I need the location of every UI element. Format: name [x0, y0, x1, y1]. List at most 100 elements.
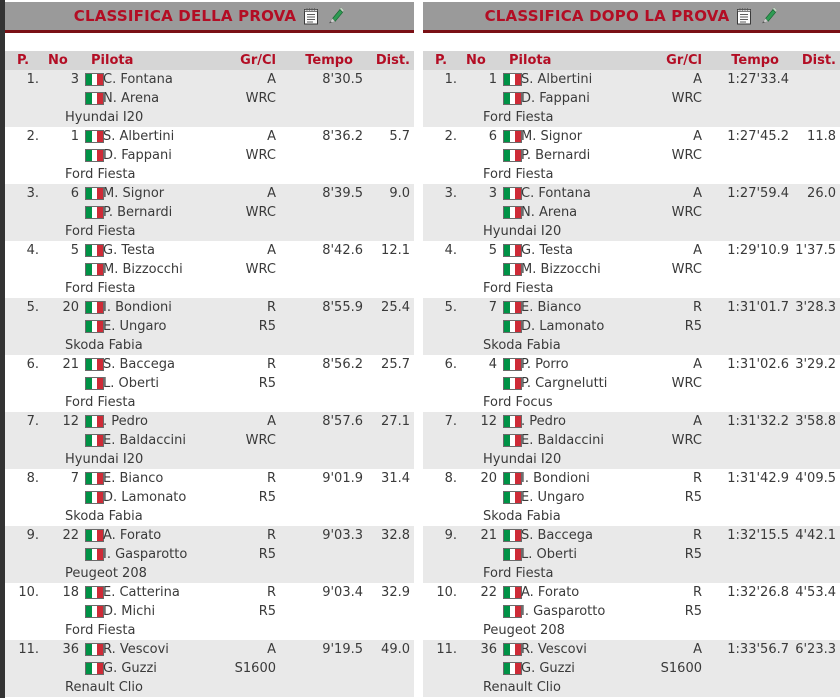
codriver-name: G. Guzzi — [521, 661, 575, 676]
italy-flag-icon — [79, 642, 104, 657]
group-cell: A — [693, 414, 702, 429]
italy-flag-icon — [497, 642, 522, 657]
driver-name: P. Porro — [521, 357, 569, 372]
car-number-cell: 36 — [480, 642, 497, 657]
car-number-cell: 12 — [62, 414, 79, 429]
codriver-name: M. Bizzocchi — [103, 262, 183, 277]
italy-flag-icon — [79, 243, 104, 258]
overall-title: CLASSIFICA DOPO LA PROVA — [484, 7, 730, 25]
gap-cell: 4'09.5 — [795, 471, 836, 486]
pen-icon[interactable] — [759, 7, 778, 26]
position-cell: 9. — [444, 528, 457, 543]
notepad-icon[interactable] — [737, 7, 752, 26]
col-header-tempo: Tempo — [305, 53, 353, 68]
italy-flag-icon — [497, 585, 522, 600]
driver-name: S. Albertini — [521, 72, 593, 87]
group-cell: A — [693, 642, 702, 657]
class-cell: WRC — [671, 262, 702, 277]
car-line: Ford Fiesta — [5, 279, 414, 298]
car-line: Ford Fiesta — [423, 165, 840, 184]
position-cell: 2. — [444, 129, 457, 144]
codriver-name: D. Fappani — [103, 148, 172, 163]
gap-cell: 32.9 — [381, 585, 410, 600]
group-cell: R — [692, 300, 702, 315]
car-number-cell: 5 — [488, 243, 497, 258]
position-cell: 7. — [444, 414, 457, 429]
car-line: Ford Fiesta — [423, 108, 840, 127]
pen-icon[interactable] — [326, 7, 345, 26]
italy-flag-icon — [497, 547, 522, 562]
car-number-cell: 7 — [488, 300, 497, 315]
car-name: Hyundai I20 — [483, 224, 562, 239]
time-cell: 1:27'45.2 — [727, 129, 789, 144]
gap-cell: 3'28.3 — [795, 300, 836, 315]
group-cell: A — [267, 129, 276, 144]
italy-flag-icon — [497, 376, 522, 391]
driver-name: R. Vescovi — [521, 642, 587, 657]
group-cell: R — [266, 357, 276, 372]
car-line: Peugeot 208 — [423, 621, 840, 640]
class-cell: R5 — [684, 547, 702, 562]
driver-name: G. Testa — [521, 243, 573, 258]
italy-flag-icon — [497, 186, 522, 201]
position-cell: 5. — [26, 300, 39, 315]
car-name: Ford Fiesta — [483, 167, 554, 182]
position-cell: 8. — [26, 471, 39, 486]
stage-rows: 1. 3 C. Fontana A 8'30.5 N. Arena WRC Hy… — [5, 70, 414, 697]
driver-line: 5. 7 E. Bianco R 1:31'01.7 3'28.3 — [423, 298, 840, 317]
result-row: 1. 1 S. Albertini A 1:27'33.4 D. Fappani… — [423, 70, 840, 127]
italy-flag-icon — [79, 91, 104, 106]
italy-flag-icon — [497, 414, 522, 429]
driver-line: 10. 22 A. Forato R 1:32'26.8 4'53.4 — [423, 583, 840, 602]
italy-flag-icon — [79, 490, 104, 505]
driver-name: S. Baccega — [103, 357, 175, 372]
driver-name: G. Testa — [103, 243, 155, 258]
result-row: 9. 22 A. Forato R 9'03.3 32.8 I. Gasparo… — [5, 526, 414, 583]
group-cell: R — [692, 471, 702, 486]
codriver-name: P. Bernardi — [521, 148, 591, 163]
col-header-grcl: Gr/Cl — [240, 53, 276, 68]
class-cell: WRC — [245, 262, 276, 277]
codriver-name: E. Ungaro — [521, 490, 585, 505]
col-header-pilot: Pilota — [509, 53, 552, 68]
italy-flag-icon — [497, 262, 522, 277]
italy-flag-icon — [79, 262, 104, 277]
driver-line: 9. 22 A. Forato R 9'03.3 32.8 — [5, 526, 414, 545]
codriver-name: D. Lamonato — [103, 490, 187, 505]
car-line: Hyundai I20 — [5, 108, 414, 127]
group-cell: A — [693, 129, 702, 144]
car-name: Skoda Fabia — [65, 509, 143, 524]
class-cell: WRC — [245, 205, 276, 220]
result-row: 8. 7 E. Bianco R 9'01.9 31.4 D. Lamonato… — [5, 469, 414, 526]
result-row: 9. 21 S. Baccega R 1:32'15.5 4'42.1 L. O… — [423, 526, 840, 583]
driver-line: 8. 7 E. Bianco R 9'01.9 31.4 — [5, 469, 414, 488]
car-line: Skoda Fabia — [423, 336, 840, 355]
car-name: Ford Fiesta — [483, 110, 554, 125]
codriver-name: N. Arena — [521, 205, 578, 220]
group-cell: R — [266, 585, 276, 600]
italy-flag-icon — [79, 661, 104, 676]
car-line: Hyundai I20 — [5, 450, 414, 469]
car-number-cell: 6 — [70, 186, 79, 201]
codriver-line: L. Oberti R5 — [5, 374, 414, 393]
codriver-name: P. Bernardi — [103, 205, 173, 220]
codriver-name: D. Fappani — [521, 91, 590, 106]
driver-name: I. Bondioni — [103, 300, 172, 315]
codriver-name: D. Michi — [103, 604, 156, 619]
italy-flag-icon — [79, 604, 104, 619]
gap-cell: 3'29.2 — [795, 357, 836, 372]
car-name: Ford Fiesta — [65, 224, 136, 239]
codriver-name: E. Baldaccini — [521, 433, 604, 448]
result-row: 2. 6 M. Signor A 1:27'45.2 11.8 P. Berna… — [423, 127, 840, 184]
group-cell: A — [693, 186, 702, 201]
gap-cell: 3'58.8 — [795, 414, 836, 429]
car-line: Skoda Fabia — [5, 507, 414, 526]
driver-line: 7. 12 . Pedro A 1:31'32.2 3'58.8 — [423, 412, 840, 431]
result-row: 6. 21 S. Baccega R 8'56.2 25.7 L. Oberti… — [5, 355, 414, 412]
codriver-line: D. Lamonato R5 — [423, 317, 840, 336]
time-cell: 1:27'33.4 — [727, 72, 789, 87]
position-cell: 1. — [26, 72, 39, 87]
result-row: 6. 4 P. Porro A 1:31'02.6 3'29.2 P. Carg… — [423, 355, 840, 412]
codriver-line: P. Bernardi WRC — [5, 203, 414, 222]
notepad-icon[interactable] — [304, 7, 319, 26]
